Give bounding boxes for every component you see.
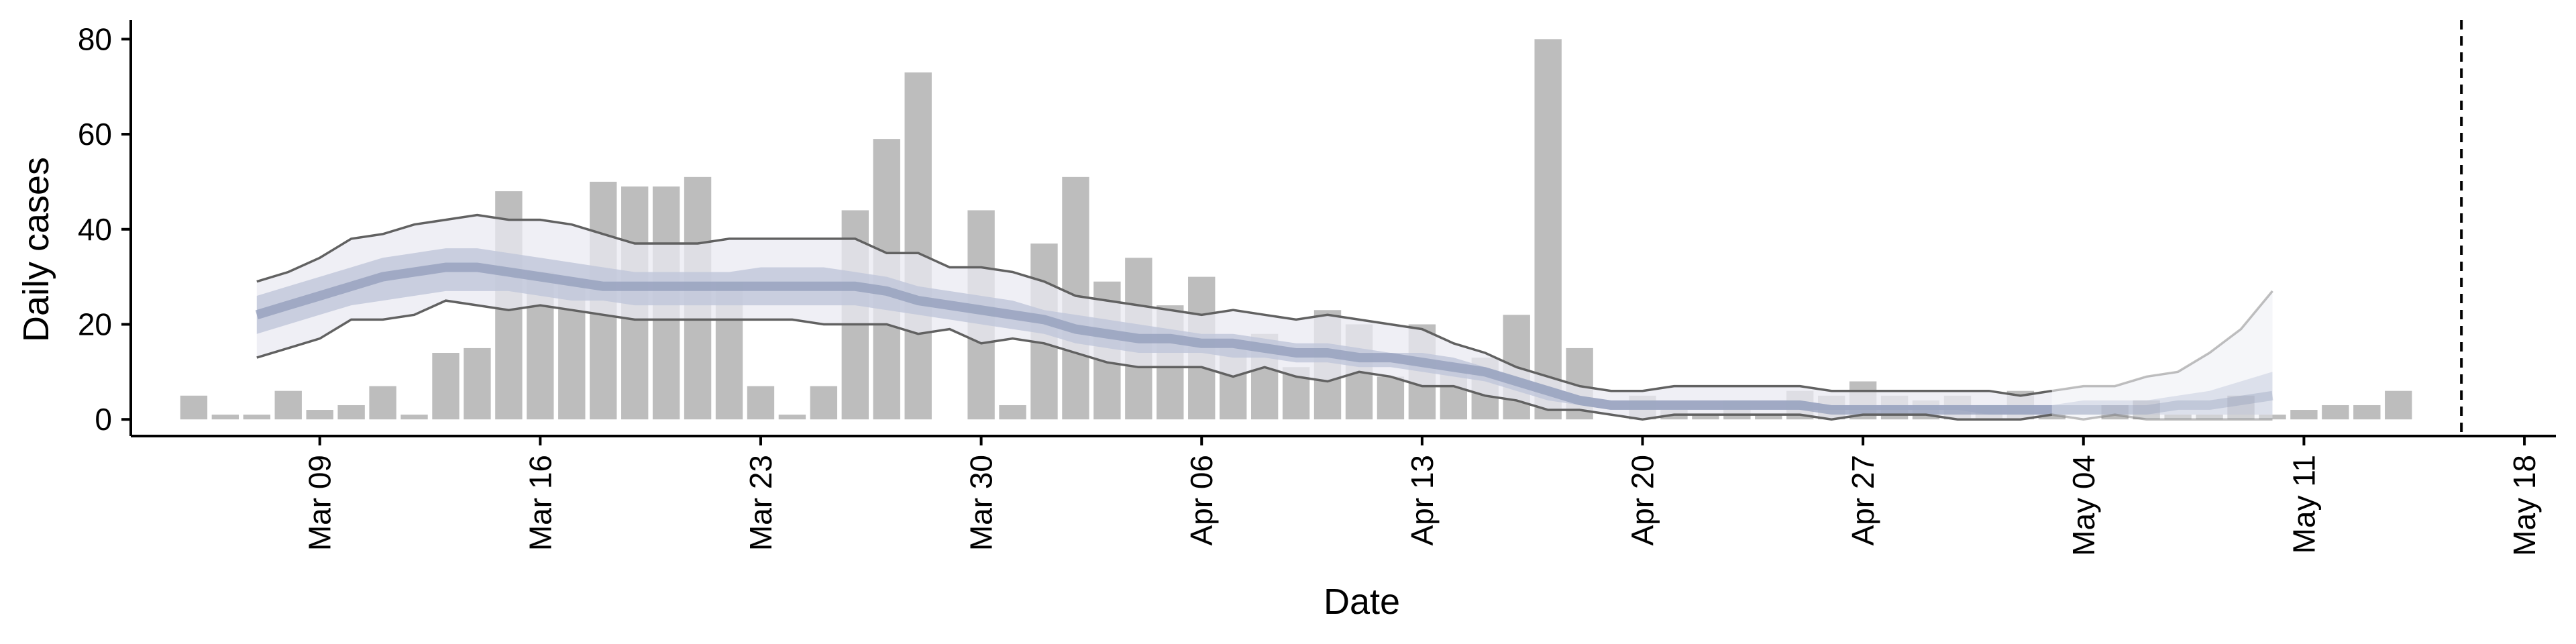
outer-band — [256, 215, 2052, 420]
case-bar — [2259, 415, 2286, 420]
upper-bound-line — [256, 213, 2053, 397]
case-bar — [180, 395, 208, 420]
case-bar — [2227, 395, 2255, 420]
x-tick-label: Mar 23 — [743, 455, 778, 551]
case-bar — [1692, 415, 1719, 420]
y-tick-label: 40 — [78, 212, 112, 247]
x-tick-label: May 04 — [2066, 455, 2101, 556]
lower-bound-line — [256, 299, 2053, 421]
outer-band-projection — [2051, 290, 2273, 420]
upper-bound-line-projection — [2051, 290, 2273, 392]
case-bar — [2038, 415, 2066, 420]
median-line — [255, 262, 2052, 415]
case-bar — [337, 405, 365, 420]
lower-bound-line-projection — [2051, 413, 2273, 421]
case-bar — [274, 390, 302, 420]
axes-layer: 0 20 40 60 80 Mar 09 Mar 16 Mar 23 Mar 30 Apr 06 A… — [78, 20, 2556, 556]
case-bar — [747, 386, 775, 420]
case-bar — [306, 410, 333, 420]
x-axis-title: Date — [1324, 582, 1400, 622]
case-bar — [1755, 415, 1782, 420]
case-bar — [2164, 415, 2192, 420]
case-bar — [778, 415, 806, 420]
case-bar — [2101, 405, 2129, 420]
case-bar — [1377, 376, 1405, 420]
bands-layer — [255, 213, 2273, 421]
case-bar — [810, 386, 838, 420]
case-bar — [432, 353, 460, 420]
case-bar — [369, 386, 396, 420]
case-bar — [243, 415, 270, 420]
case-bar — [211, 415, 239, 420]
case-bar — [2353, 405, 2381, 420]
x-tick-label: Apr 27 — [1845, 455, 1880, 546]
case-bar — [1534, 39, 1562, 420]
case-bar — [2133, 400, 2160, 420]
case-bar — [2385, 390, 2412, 420]
y-tick-label: 60 — [78, 117, 112, 152]
x-tick-label: May 18 — [2507, 455, 2542, 556]
y-axis-title: Daily cases — [16, 157, 56, 342]
case-bar — [400, 415, 428, 420]
y-tick-label: 0 — [95, 402, 112, 437]
y-tick-label: 20 — [78, 307, 112, 341]
case-bar — [2196, 415, 2223, 420]
x-tick-label: Mar 30 — [964, 455, 999, 551]
y-tick-label: 80 — [78, 21, 112, 56]
case-bar — [2322, 405, 2349, 420]
x-tick-label: Apr 20 — [1625, 455, 1660, 546]
inner-band-projection — [2051, 372, 2273, 415]
x-tick-label: Mar 16 — [523, 455, 557, 551]
median-line-projection — [2051, 390, 2273, 415]
x-tick-label: Apr 13 — [1405, 455, 1440, 546]
x-tick-label: May 11 — [2286, 455, 2321, 553]
case-bar — [904, 72, 932, 420]
case-bar — [464, 347, 491, 420]
x-tick-label: Apr 06 — [1184, 455, 1219, 546]
x-tick-label: Mar 09 — [303, 455, 337, 551]
case-bar — [999, 405, 1026, 420]
case-bar — [2290, 410, 2318, 420]
